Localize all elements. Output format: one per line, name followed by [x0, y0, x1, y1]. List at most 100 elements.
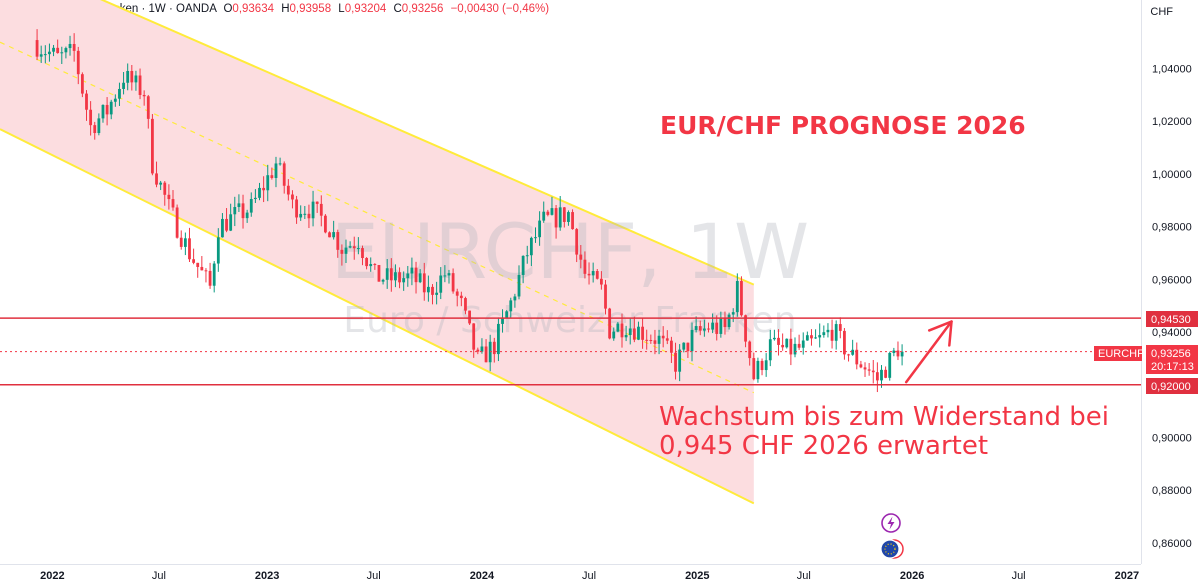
candle-body [97, 118, 101, 134]
candle-body [686, 342, 690, 352]
candle-body [159, 182, 163, 185]
time-tick-label: 2026 [900, 570, 924, 582]
candle-body [122, 82, 125, 89]
price-tick-label: 0,96000 [1152, 274, 1192, 286]
candle-body [64, 48, 68, 53]
candle-body [641, 326, 644, 340]
forecast-text-line1[interactable]: Wachstum bis zum Widerstand bei [659, 402, 1109, 432]
time-tick-label: 2024 [470, 570, 495, 582]
projection-arrow-head [927, 320, 953, 347]
candle-body [501, 317, 504, 324]
candle-body [575, 229, 579, 255]
candle-body [171, 199, 175, 208]
candle-body [760, 360, 764, 371]
candle-body [394, 272, 397, 281]
candle-body [805, 335, 809, 341]
candle-body [39, 54, 43, 57]
high-value: 0,93958 [289, 3, 332, 15]
candle-body [126, 70, 130, 83]
candle-body [216, 237, 220, 264]
candle-body [867, 369, 871, 371]
candle-body [645, 339, 649, 341]
symbol-tag-bg [1094, 346, 1142, 361]
candle-body [101, 104, 105, 119]
current-price-tag[interactable]: 0,93256 [1151, 348, 1191, 360]
candle-body [340, 249, 344, 254]
candle-body [208, 270, 212, 286]
candle-body [723, 318, 727, 328]
candle-body [834, 324, 838, 341]
candle-body [875, 372, 879, 381]
lightning-icon [887, 516, 895, 530]
candle-body [68, 43, 72, 49]
candle-body [118, 88, 121, 99]
candle-body [591, 271, 595, 276]
candle-body [567, 212, 570, 222]
candle-body [772, 337, 776, 340]
price-axis[interactable]: 1,04000 1,02000 1,00000 0,98000 0,96000 0,940… [1141, 0, 1192, 564]
candle-body [884, 369, 888, 378]
candle-body [414, 267, 418, 283]
low-value: 0,93204 [344, 3, 387, 15]
candle-body [690, 329, 694, 352]
candle-body [76, 50, 80, 75]
candle-body [826, 329, 830, 333]
candle-body [426, 286, 430, 293]
price-tick-label: 1,04000 [1152, 64, 1192, 76]
support-tag[interactable]: 0,92000 [1151, 381, 1191, 393]
candle-body [43, 54, 47, 56]
projection-arrow[interactable] [904, 320, 953, 384]
candle-body [105, 104, 109, 115]
eu-flag-icon[interactable] [880, 539, 900, 559]
candle-body [554, 208, 558, 228]
forecast-text-line2[interactable]: 0,945 CHF 2026 erwartet [659, 431, 988, 461]
candle-body [451, 273, 455, 292]
candle-body [735, 281, 739, 313]
candle-body [439, 275, 443, 293]
candle-body [299, 213, 303, 218]
candle-body [752, 358, 756, 380]
candle-body [56, 47, 60, 54]
candle-body [497, 323, 500, 355]
forecast-title[interactable]: EUR/CHF PROGNOSE 2026 [660, 111, 1026, 140]
candle-body [538, 220, 542, 238]
candle-body [381, 279, 385, 282]
time-tick-label: 2027 [1115, 570, 1139, 582]
candle-body [385, 268, 389, 280]
channel-lower-line[interactable] [0, 128, 755, 505]
channel-upper-line[interactable] [0, 0, 755, 286]
candle-body [179, 237, 183, 247]
candle-body [295, 199, 298, 218]
resistance-tag[interactable]: 0,94530 [1151, 314, 1191, 326]
candle-body [352, 246, 356, 249]
support-tag-bg [1146, 378, 1198, 394]
candle-body [270, 175, 274, 178]
currency-label[interactable]: CHF [1150, 6, 1173, 18]
candle-body [60, 52, 64, 54]
close-label: C [393, 3, 402, 15]
candle-body [653, 340, 657, 344]
event-icons [880, 513, 904, 559]
time-axis[interactable]: 2022 Jul 2023 Jul 2024 Jul 2025 Jul 2026 Jul 2027 [0, 564, 1141, 583]
candle-body [521, 255, 525, 275]
candle-body [142, 94, 146, 97]
candle-body [130, 70, 134, 83]
candle-body [472, 323, 476, 350]
candle-body [373, 264, 377, 266]
candle-body [183, 238, 187, 247]
symbol-tag[interactable]: EURCHF [1098, 348, 1144, 360]
candle-body [476, 349, 480, 352]
current-price-tag-bg [1146, 345, 1198, 374]
candle-body [113, 98, 117, 102]
price-tick-label: 0,86000 [1152, 538, 1192, 550]
candle-body [534, 237, 537, 239]
candle-body [72, 43, 76, 51]
candle-body [237, 203, 241, 208]
candle-body [793, 343, 797, 355]
candle-body [587, 273, 591, 276]
price-tick-label: 0,94000 [1152, 327, 1192, 339]
high-label: H [281, 3, 290, 15]
watermark-main: EURCHF, 1W [331, 207, 809, 296]
candle-body [274, 163, 278, 178]
